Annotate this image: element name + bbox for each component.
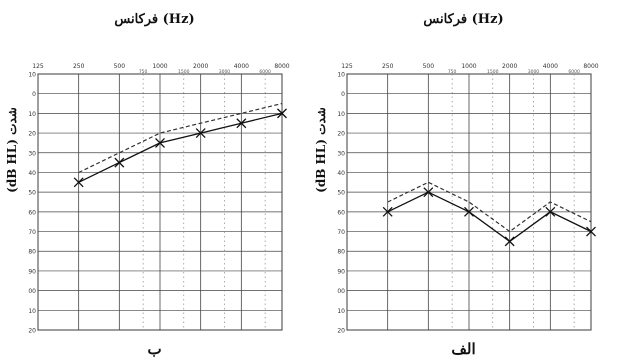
y-tick-label: 0	[32, 91, 36, 98]
x-tick-label: 500	[423, 63, 435, 70]
chart-caption: الف	[451, 340, 476, 358]
series-line-dashed	[78, 102, 283, 174]
y-tick-label: 30	[28, 150, 36, 157]
x-tick-label: 8000	[274, 63, 289, 70]
audiogram-panel-right: فرکانس (Hz) (dB HL) شدت -10 0 10 20 30 40 50 60…	[309, 0, 618, 360]
x-tick-label-minor: 3000	[219, 69, 231, 75]
x-marker-stroke	[504, 236, 515, 247]
y-tick-label: 50	[28, 190, 36, 197]
x-marker-stroke	[114, 157, 125, 168]
y-tick-label: 80	[28, 249, 36, 256]
x-tick-label-minor: 6000	[259, 69, 271, 75]
x-marker-stroke	[423, 187, 434, 198]
y-tick-label: 10	[28, 111, 36, 118]
y-tick-label: 90	[337, 268, 345, 275]
x-marker-stroke	[236, 118, 247, 129]
data-point-x-marker	[114, 157, 125, 168]
y-tick-label: 20	[28, 131, 36, 138]
y-tick-label: 40	[337, 170, 345, 177]
series-line-dashed	[387, 181, 592, 233]
x-tick-label: 250	[382, 63, 394, 70]
y-tick-label: 120	[28, 328, 36, 335]
y-tick-label: 10	[337, 111, 345, 118]
chart-title: فرکانس (Hz)	[423, 12, 504, 27]
x-tick-label-minor: 1500	[178, 69, 190, 75]
x-tick-label: 8000	[583, 63, 598, 70]
y-tick-label: -10	[28, 72, 36, 79]
audiogram-chart-left: -10 0 10 20 30 40 50 60 70 80 90 100 110 120 125 250 500…	[28, 63, 290, 335]
audiogram-chart-right: -10 0 10 20 30 40 50 60 70 80 90 100 110 120 125 250 500…	[337, 63, 599, 335]
chart-caption: ب	[147, 340, 162, 358]
y-tick-label: 30	[337, 150, 345, 157]
x-tick-label-minor: 6000	[568, 69, 580, 75]
x-marker-stroke	[382, 206, 393, 217]
x-tick-label: 1000	[461, 63, 476, 70]
data-point-x-marker	[73, 177, 84, 188]
x-tick-label: 1000	[152, 63, 167, 70]
data-point-x-marker	[155, 137, 165, 148]
y-tick-label: 60	[28, 209, 36, 216]
series-line-solid	[78, 112, 283, 183]
x-tick-label: 500	[114, 63, 126, 70]
y-tick-label: 90	[28, 268, 36, 275]
y-axis-label: (dB HL) شدت	[5, 107, 19, 193]
data-point-x-marker	[382, 206, 393, 217]
x-marker-stroke	[586, 226, 596, 237]
y-tick-label: 120	[337, 328, 345, 335]
y-tick-label: 60	[337, 209, 345, 216]
chart-title: فرکانس (Hz)	[114, 12, 195, 27]
y-tick-label: 0	[341, 91, 345, 98]
x-marker-stroke	[545, 206, 556, 217]
y-tick-label: 80	[337, 249, 345, 256]
y-tick-label: 40	[28, 170, 36, 177]
series-line-solid	[387, 191, 592, 243]
x-tick-label: 4000	[543, 63, 558, 70]
y-tick-label: 70	[28, 229, 36, 236]
x-tick-label-minor: 750	[139, 69, 148, 75]
y-tick-label: 100	[337, 288, 345, 295]
x-tick-label-minor: 750	[448, 69, 457, 75]
x-marker-stroke	[195, 128, 206, 139]
y-tick-label: -10	[337, 72, 345, 79]
x-tick-label: 2000	[193, 63, 208, 70]
y-tick-label: 100	[28, 288, 36, 295]
x-tick-label: 4000	[234, 63, 249, 70]
x-tick-label-minor: 1500	[487, 69, 499, 75]
data-point-x-marker	[423, 187, 434, 198]
x-tick-label: 125	[341, 63, 353, 70]
data-point-x-marker	[586, 226, 596, 237]
y-tick-label: 110	[28, 308, 36, 315]
y-tick-label: 110	[337, 308, 345, 315]
x-marker-stroke	[73, 177, 84, 188]
data-point-x-marker	[236, 118, 247, 129]
y-axis-label: (dB HL) شدت	[314, 107, 328, 193]
audiogram-panel-left: فرکانس (Hz) (dB HL) شدت -10 0 10 20 30 40 50 60…	[5, 12, 290, 358]
data-point-x-marker	[277, 108, 287, 119]
x-tick-label: 125	[32, 63, 44, 70]
x-tick-label: 250	[73, 63, 85, 70]
data-point-x-marker	[195, 128, 206, 139]
x-marker-stroke	[277, 108, 287, 119]
y-tick-label: 50	[337, 190, 345, 197]
x-tick-label-minor: 3000	[528, 69, 540, 75]
data-point-x-marker	[545, 206, 556, 217]
data-point-x-marker	[504, 236, 515, 247]
x-marker-stroke	[155, 137, 165, 148]
y-tick-label: 20	[337, 131, 345, 138]
x-marker-stroke	[464, 206, 474, 217]
y-tick-label: 70	[337, 229, 345, 236]
x-tick-label: 2000	[502, 63, 517, 70]
data-point-x-marker	[464, 206, 474, 217]
